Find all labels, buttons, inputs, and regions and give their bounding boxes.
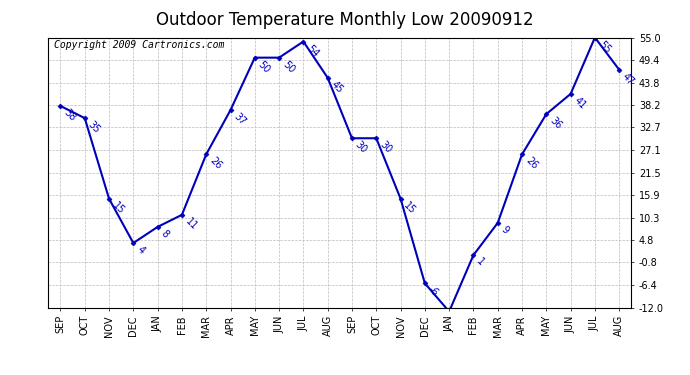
Text: 38: 38 [62, 107, 77, 123]
Text: 26: 26 [524, 156, 540, 172]
Text: 11: 11 [184, 216, 199, 232]
Text: 1: 1 [475, 256, 486, 268]
Text: 30: 30 [353, 140, 369, 155]
Text: 35: 35 [86, 120, 102, 135]
Text: Outdoor Temperature Monthly Low 20090912: Outdoor Temperature Monthly Low 20090912 [156, 11, 534, 29]
Text: -6: -6 [426, 285, 440, 298]
Text: 37: 37 [232, 111, 248, 127]
Text: -13: -13 [0, 374, 1, 375]
Text: 15: 15 [110, 200, 126, 216]
Text: 15: 15 [402, 200, 417, 216]
Text: 26: 26 [208, 156, 224, 172]
Text: 41: 41 [572, 95, 588, 111]
Text: Copyright 2009 Cartronics.com: Copyright 2009 Cartronics.com [54, 40, 224, 50]
Text: 30: 30 [377, 140, 393, 155]
Text: 54: 54 [305, 43, 321, 59]
Text: 45: 45 [329, 79, 345, 95]
Text: 36: 36 [548, 116, 564, 131]
Text: 50: 50 [280, 59, 296, 75]
Text: 47: 47 [620, 71, 636, 87]
Text: 8: 8 [159, 228, 170, 240]
Text: 9: 9 [499, 224, 511, 236]
Text: 50: 50 [256, 59, 272, 75]
Text: 4: 4 [135, 244, 146, 256]
Text: 55: 55 [596, 39, 612, 55]
